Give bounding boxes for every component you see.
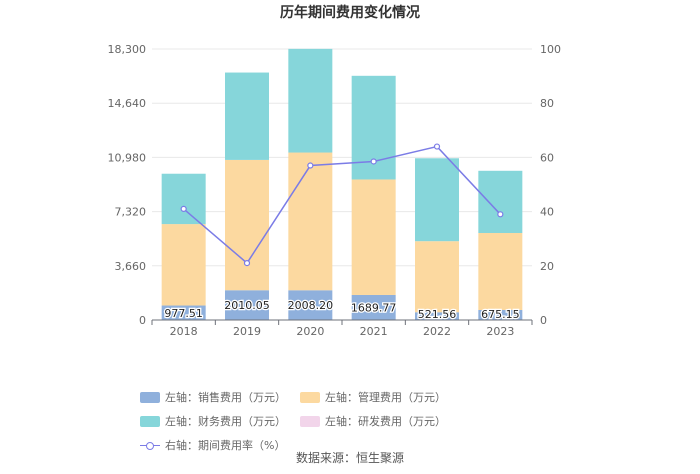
bar-segment	[478, 232, 523, 311]
x-tick-label: 2022	[423, 325, 451, 338]
chart-title: 历年期间费用变化情况	[280, 5, 420, 21]
y-right-tick-label: 60	[540, 151, 554, 164]
data-source: 数据来源：恒生聚源	[295, 451, 404, 465]
legend-label: 左轴：销售费用（万元）	[165, 391, 286, 404]
bar-data-label: 1689.77	[351, 301, 397, 314]
bar-segment	[415, 241, 459, 313]
legend-swatch	[140, 391, 160, 403]
y-left-tick-label: 3,660	[115, 260, 147, 273]
legend: 左轴：销售费用（万元） 左轴：管理费用（万元） 左轴：财务费用（万元） 左轴：研发费用…	[140, 389, 570, 453]
y-left-tick-label: 18,300	[108, 43, 147, 56]
legend-item[interactable]: 左轴：财务费用（万元）	[140, 413, 286, 429]
y-left-tick-label: 10,980	[108, 151, 147, 164]
bar-segment	[225, 159, 269, 291]
x-tick-label: 2020	[296, 325, 324, 338]
rate-point	[243, 259, 251, 267]
legend-item[interactable]: 左轴：销售费用（万元）	[140, 389, 286, 405]
x-tick-label: 2019	[233, 325, 261, 338]
rate-point	[370, 158, 377, 165]
legend-swatch	[140, 440, 160, 451]
rate-point	[307, 162, 314, 169]
bar-segment	[225, 72, 269, 160]
legend-item[interactable]: 左轴：管理费用（万元）	[300, 389, 446, 405]
bar-segment	[351, 179, 396, 295]
y-right-tick-label: 100	[540, 43, 561, 56]
legend-item[interactable]: 右轴：期间费用率（%）	[140, 437, 285, 453]
legend-label: 右轴：期间费用率（%）	[165, 439, 286, 452]
y-right-tick-label: 0	[540, 314, 547, 327]
bar-segment	[161, 224, 206, 306]
rate-point	[433, 143, 441, 150]
rate-point	[180, 205, 187, 212]
x-tick-label: 2023	[486, 325, 514, 338]
bar-data-label: 2008.20	[288, 299, 334, 312]
bar-segment	[415, 312, 459, 320]
chart-plot: 0 0 3,660 20 7,320 40 10,980 60 14,640 80 18,300 10…	[108, 43, 562, 338]
y-left-tick-label: 14,640	[108, 97, 147, 110]
y-left-tick-label: 0	[139, 314, 146, 327]
legend-item[interactable]: 左轴：研发费用（万元）	[300, 413, 446, 429]
bar-data-label: 977.51	[164, 307, 203, 320]
bar-data-label: 675.15	[481, 308, 520, 321]
x-tick-label: 2021	[360, 325, 388, 338]
bar-segment	[288, 48, 333, 153]
rate-line	[183, 145, 501, 265]
legend-swatch	[140, 415, 160, 427]
bar-segment	[478, 310, 523, 320]
y-left-tick-label: 7,320	[115, 206, 147, 219]
y-right-tick-label: 80	[540, 97, 554, 110]
bar-segment	[288, 152, 333, 291]
bar-segment	[351, 294, 396, 320]
legend-swatch	[300, 391, 320, 403]
bar-segment	[478, 170, 523, 233]
legend-label: 左轴：管理费用（万元）	[325, 391, 446, 404]
bar-data-label: 2010.05	[224, 299, 270, 312]
bar-segment	[225, 290, 269, 320]
legend-swatch	[300, 415, 320, 427]
bar-data-label: 521.56	[418, 308, 457, 321]
legend-label: 左轴：研发费用（万元）	[325, 415, 446, 428]
x-tick-label: 2018	[170, 325, 198, 338]
y-right-tick-label: 20	[540, 260, 554, 273]
bar-segment	[288, 290, 333, 320]
bar-segment	[161, 173, 206, 225]
bar-segment	[161, 305, 206, 320]
y-right-tick-label: 40	[540, 206, 554, 219]
bar-segment	[415, 158, 459, 242]
rate-point	[497, 211, 504, 218]
legend-label: 左轴：财务费用（万元）	[165, 415, 286, 428]
